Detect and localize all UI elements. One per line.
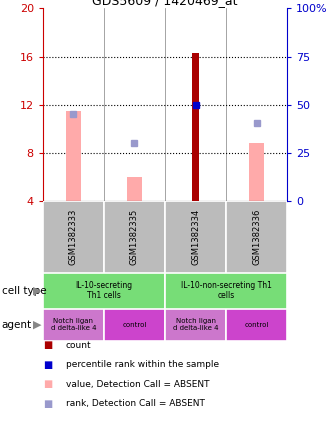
Text: agent: agent: [2, 320, 32, 330]
Text: ■: ■: [43, 340, 52, 350]
Bar: [104, 201, 165, 273]
Title: GDS5609 / 1420469_at: GDS5609 / 1420469_at: [92, 0, 238, 7]
Text: rank, Detection Call = ABSENT: rank, Detection Call = ABSENT: [66, 399, 205, 408]
Text: Notch ligan
d delta-like 4: Notch ligan d delta-like 4: [173, 318, 218, 331]
Text: percentile rank within the sample: percentile rank within the sample: [66, 360, 219, 369]
Bar: [165, 273, 287, 309]
Text: GSM1382333: GSM1382333: [69, 209, 78, 265]
Bar: [43, 201, 104, 273]
Bar: [249, 143, 264, 201]
Bar: [165, 309, 226, 341]
Text: IL-10-non-secreting Th1
cells: IL-10-non-secreting Th1 cells: [181, 281, 272, 300]
Text: control: control: [245, 322, 269, 328]
Text: IL-10-secreting
Th1 cells: IL-10-secreting Th1 cells: [75, 281, 133, 300]
Text: GSM1382334: GSM1382334: [191, 209, 200, 265]
Text: ▶: ▶: [33, 286, 42, 296]
Bar: [43, 309, 104, 341]
Bar: [66, 111, 81, 201]
Text: value, Detection Call = ABSENT: value, Detection Call = ABSENT: [66, 379, 210, 388]
Text: GSM1382335: GSM1382335: [130, 209, 139, 265]
Bar: [192, 53, 199, 201]
Text: Notch ligan
d delta-like 4: Notch ligan d delta-like 4: [51, 318, 96, 331]
Text: ▶: ▶: [33, 320, 42, 330]
Bar: [43, 273, 165, 309]
Bar: [127, 177, 142, 201]
Text: count: count: [66, 341, 92, 349]
Text: ■: ■: [43, 398, 52, 409]
Text: cell type: cell type: [2, 286, 46, 296]
Bar: [226, 201, 287, 273]
Text: ■: ■: [43, 379, 52, 389]
Bar: [104, 309, 165, 341]
Text: ■: ■: [43, 360, 52, 370]
Text: control: control: [122, 322, 147, 328]
Bar: [165, 201, 226, 273]
Text: GSM1382336: GSM1382336: [252, 209, 261, 265]
Bar: [226, 309, 287, 341]
